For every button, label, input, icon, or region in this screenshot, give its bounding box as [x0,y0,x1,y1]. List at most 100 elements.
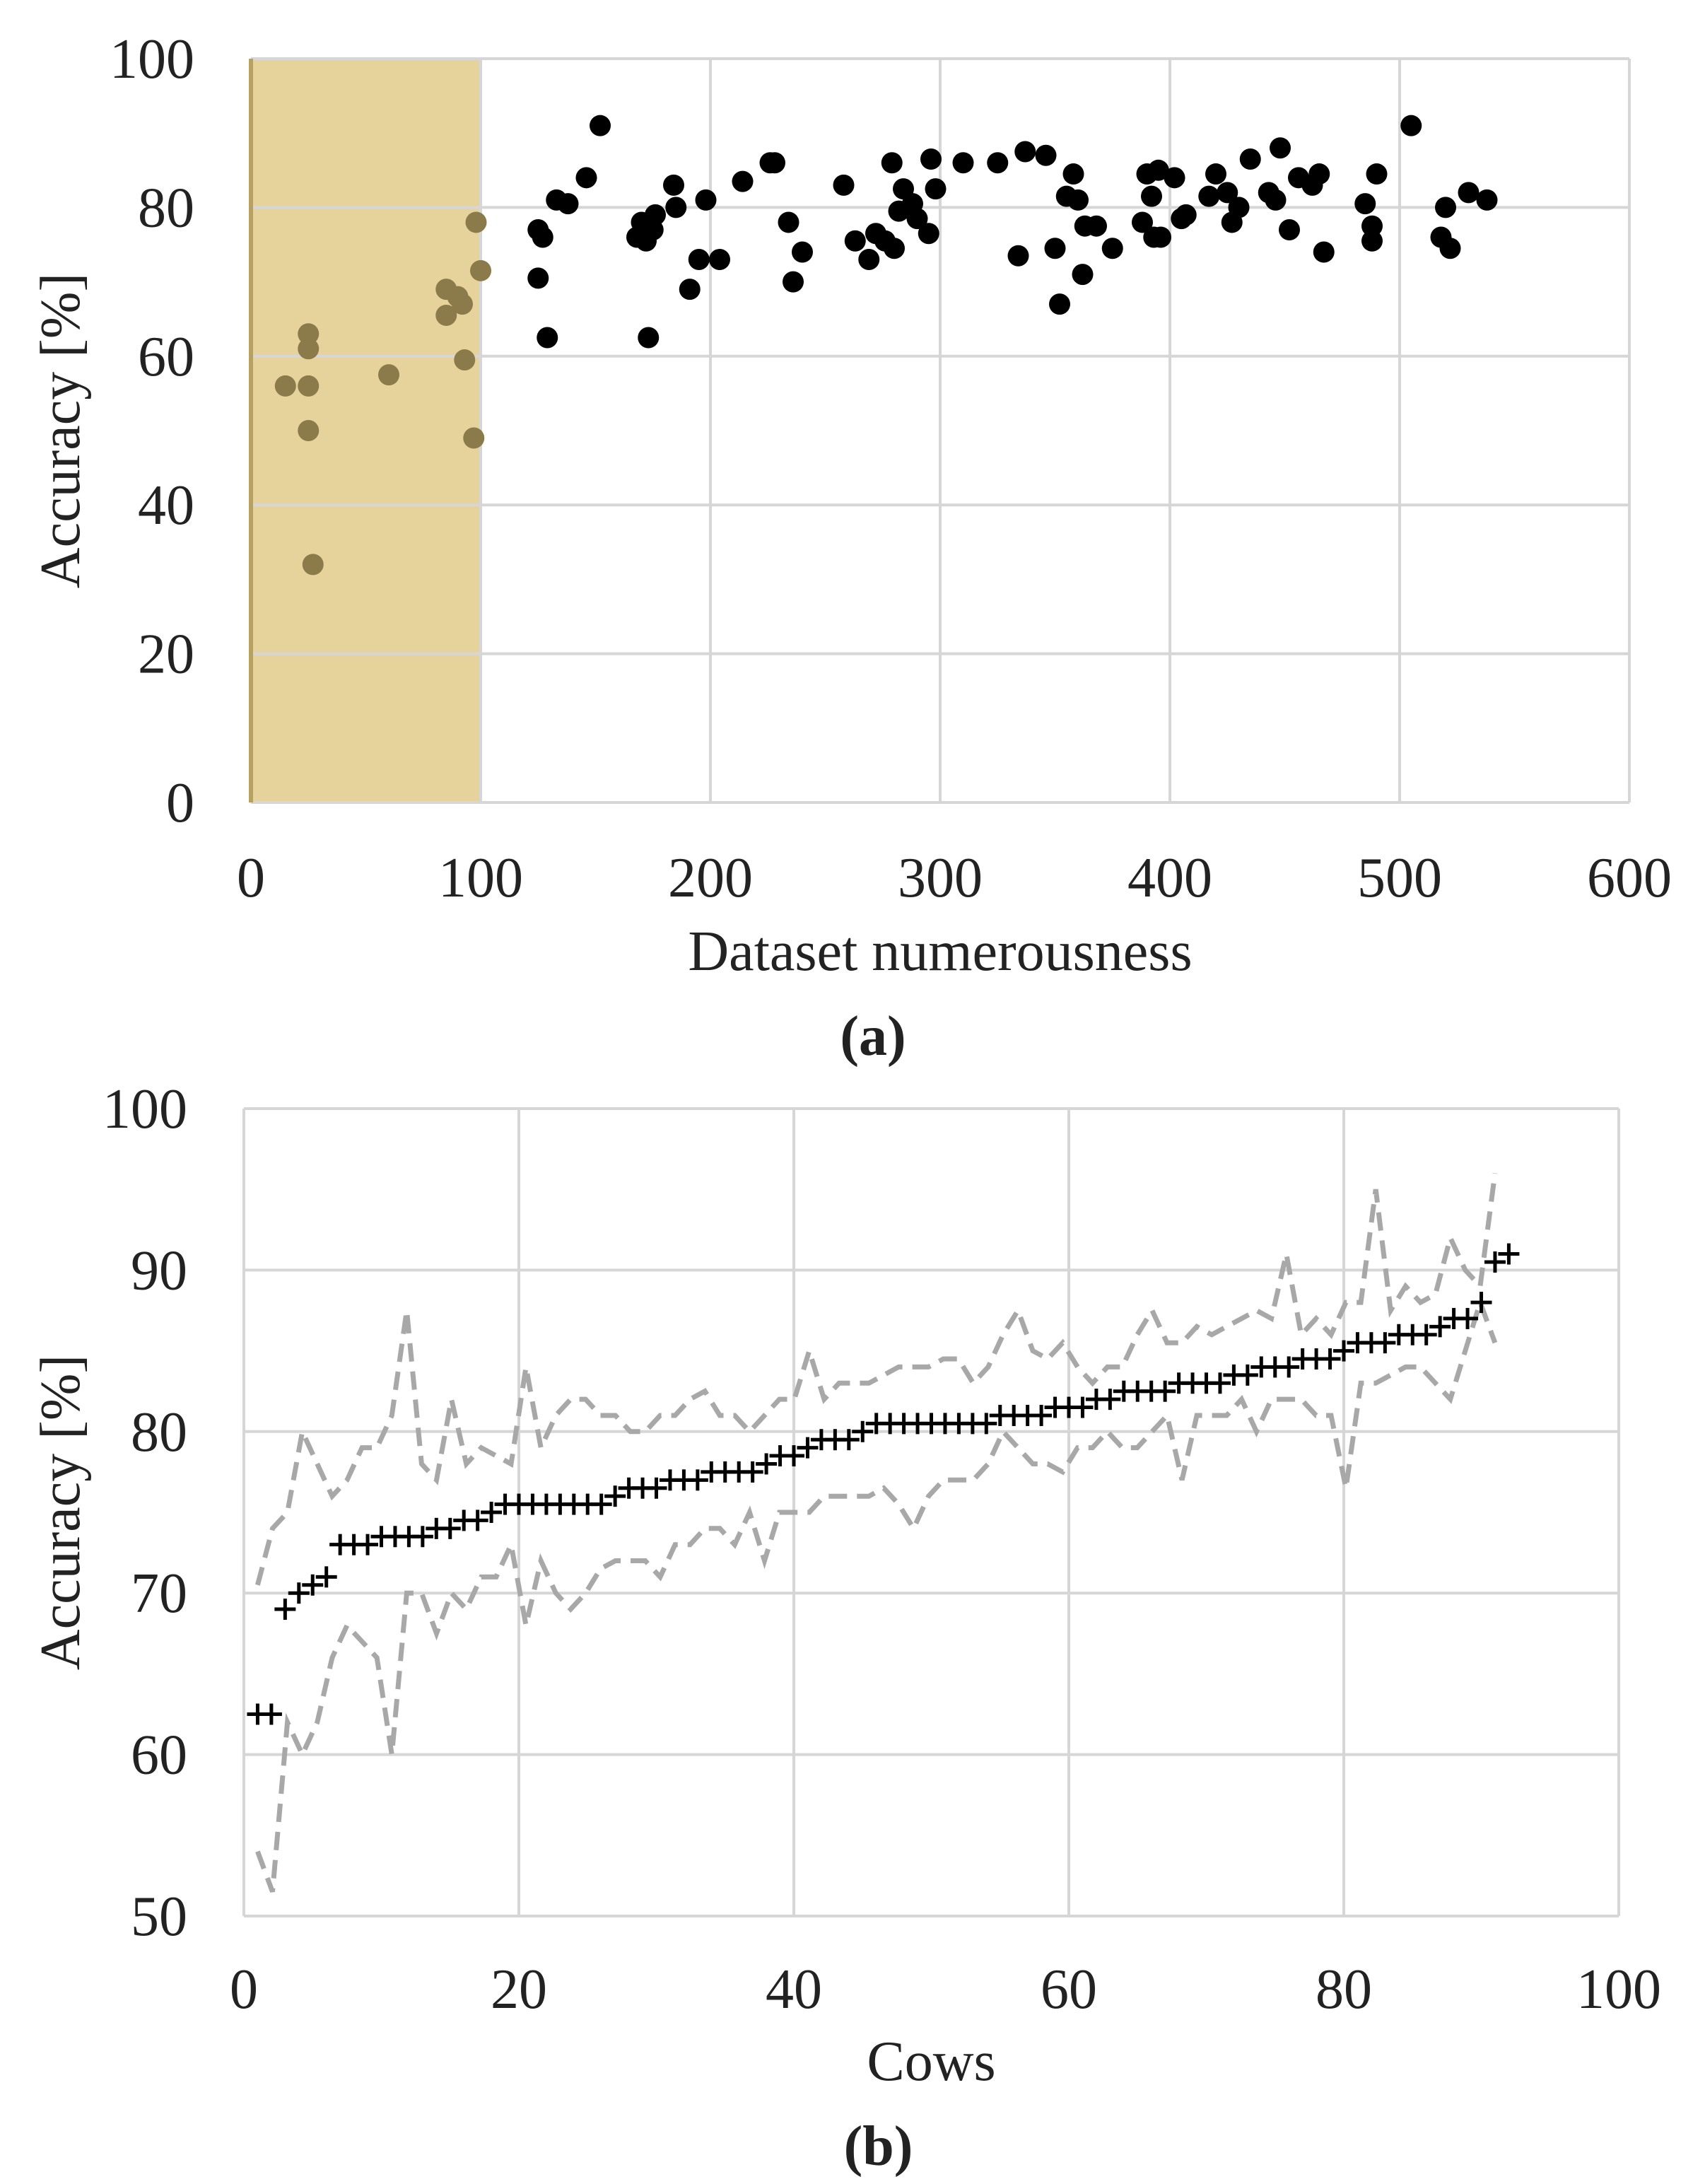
scatter-point [663,174,684,196]
scatter-point [792,241,813,263]
scatter-point [1366,163,1388,185]
mean-marker [481,1502,503,1523]
mean-marker [260,1703,282,1725]
scatter-point [435,304,457,326]
mean-marker [838,1429,860,1451]
scatter-point [1439,238,1461,259]
mean-marker [1484,1251,1506,1273]
scatter-point [709,249,730,271]
panel-a-caption: (a) [840,1005,906,1068]
scatter-point [952,152,974,174]
scatter-point [695,189,717,211]
panel-a-x-tick-label: 400 [1127,847,1212,909]
mean-marker [1415,1324,1437,1345]
mean-marker [590,1493,612,1515]
panel-a-y-ticks: 0 20 40 60 80 100 [110,28,194,834]
scatter-point [906,208,928,230]
panel-b-x-tick-label: 60 [1041,1958,1097,2021]
scatter-point [532,226,553,248]
mean-marker [645,1477,667,1499]
scatter-point [274,375,296,397]
panel-a-x-tick-label: 200 [668,847,753,909]
scatter-point [452,293,473,315]
scatter-point [1361,215,1383,237]
scatter-point [298,323,320,345]
scatter-point [590,115,611,136]
mean-marker [1154,1380,1176,1402]
mean-marker [604,1485,626,1507]
panel-a-y-tick-label: 20 [138,624,194,686]
scatter-point [1141,185,1162,207]
panel-b-y-tick-label: 50 [131,1886,187,1948]
scatter-point [665,197,687,218]
mean-marker [274,1599,296,1621]
mean-marker [288,1582,310,1604]
scatter-point [378,364,399,386]
scatter-point [1198,185,1220,207]
scatter-point [1265,189,1287,211]
mean-marker [976,1413,997,1435]
panel-a-points [274,115,1498,576]
scatter-point [920,148,942,170]
mean-marker [783,1445,804,1467]
scatter-point [1458,182,1480,204]
panel-b-x-tick-label: 80 [1316,1958,1372,2021]
scatter-point [537,327,558,349]
scatter-point [679,279,701,300]
panel-b-x-tick-label: 100 [1576,1958,1661,2021]
scatter-point [918,223,939,245]
scatter-point [1228,197,1250,218]
scatter-point [1217,182,1238,204]
mean-marker [1031,1404,1053,1426]
panel-b-x-axis-title: Cows [867,2031,995,2093]
mean-marker [439,1517,461,1539]
scatter-point [1270,137,1291,159]
scatter-point [1354,193,1376,215]
scatter-point [298,375,320,397]
scatter-point [1435,197,1456,218]
scatter-point [764,152,785,174]
mean-marker [742,1461,763,1483]
mean-marker [411,1526,433,1548]
scatter-point [884,238,905,259]
scatter-point [1086,215,1107,237]
panel-a-x-tick-label: 100 [438,847,523,909]
mean-marker [302,1574,324,1596]
mean-marker [1278,1356,1300,1378]
scatter-point [1062,163,1084,185]
scatter-point [1067,189,1089,211]
mean-marker [1333,1340,1354,1362]
panel-b-y-tick-label: 70 [131,1563,187,1625]
scatter-point [470,259,491,281]
panel-a-y-tick-label: 40 [138,474,194,537]
scatter-point [1205,163,1226,185]
panel-b-y-tick-label: 80 [131,1401,187,1464]
panel-b-y-axis-title: Accuracy [%] [30,1355,92,1670]
scatter-point [844,230,866,252]
mean-marker [1457,1307,1479,1329]
scatter-point [298,420,320,441]
scatter-point [688,249,710,271]
scatter-point [1132,211,1153,233]
scatter-point [1150,226,1171,248]
panel-a-x-tick-label: 500 [1357,847,1442,909]
scatter-point [527,267,549,289]
mean-plus-markers [247,1243,1520,1725]
mean-marker [357,1534,379,1555]
scatter-point [1308,163,1330,185]
scatter-point [1175,204,1197,226]
panel-b-x-ticks: 0 20 40 60 80 100 [230,1958,1661,2021]
scatter-point [1035,144,1057,166]
scatter-point [1239,148,1261,170]
mean-marker [756,1453,778,1475]
scatter-point [302,554,324,576]
scatter-point [638,327,660,349]
mean-marker [1429,1316,1451,1338]
panel-a-x-tick-label: 0 [237,847,265,909]
scatter-point [1279,218,1300,240]
mean-marker [1072,1396,1094,1418]
mean-marker [467,1509,488,1531]
panel-a-x-axis-title: Dataset numerousness [688,921,1192,983]
panel-b-y-tick-label: 90 [131,1239,187,1302]
